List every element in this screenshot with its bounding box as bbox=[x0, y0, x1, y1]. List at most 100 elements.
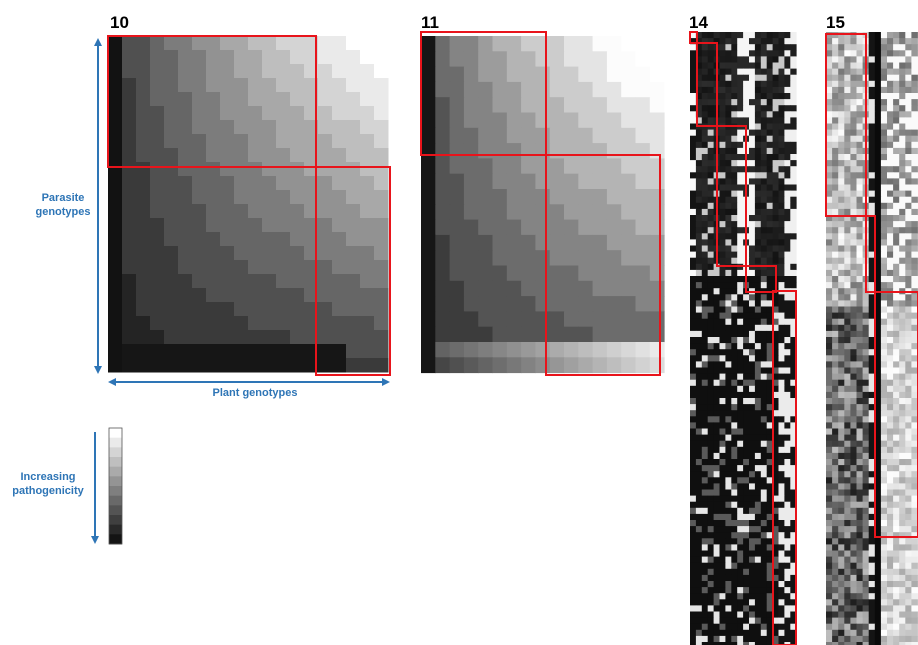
matrix-cell bbox=[911, 208, 918, 216]
matrix-cell bbox=[743, 385, 750, 393]
matrix-cell bbox=[844, 574, 851, 582]
matrix-cell bbox=[701, 593, 709, 600]
matrix-cell bbox=[262, 50, 277, 65]
matrix-cell bbox=[690, 501, 697, 509]
matrix-cell bbox=[318, 330, 333, 345]
matrix-cell bbox=[754, 507, 762, 515]
matrix-cell bbox=[832, 196, 839, 204]
matrix-cell bbox=[844, 324, 851, 332]
matrix-cell bbox=[760, 257, 768, 265]
matrix-cell bbox=[478, 326, 493, 343]
matrix-cell bbox=[754, 44, 762, 51]
matrix-cell bbox=[318, 288, 333, 303]
matrix-cell bbox=[690, 74, 697, 82]
matrix-cell bbox=[880, 538, 888, 545]
matrix-cell bbox=[850, 428, 857, 435]
matrix-cell bbox=[707, 587, 714, 594]
matrix-cell bbox=[621, 204, 636, 221]
matrix-cell bbox=[737, 477, 744, 484]
matrix-cell bbox=[868, 154, 876, 161]
matrix-cell bbox=[778, 239, 785, 246]
matrix-cell bbox=[136, 302, 151, 317]
legend-swatch bbox=[109, 486, 122, 497]
matrix-cell bbox=[108, 316, 123, 331]
matrix-cell bbox=[737, 263, 744, 271]
matrix-cell bbox=[850, 483, 857, 490]
matrix-cell bbox=[725, 501, 732, 509]
matrix-cell bbox=[784, 611, 791, 618]
matrix-cell bbox=[754, 574, 762, 582]
matrix-cell bbox=[754, 306, 762, 313]
matrix-cell bbox=[754, 105, 762, 112]
matrix-cell bbox=[707, 312, 714, 320]
matrix-cell bbox=[868, 330, 876, 338]
matrix-cell bbox=[899, 166, 906, 173]
matrix-cell bbox=[725, 422, 732, 429]
matrix-cell bbox=[695, 160, 703, 167]
matrix-cell bbox=[844, 282, 851, 289]
matrix-cell bbox=[731, 208, 738, 216]
matrix-cell bbox=[122, 218, 137, 233]
matrix-cell bbox=[790, 172, 797, 179]
matrix-cell bbox=[790, 202, 797, 210]
matrix-cell bbox=[743, 294, 750, 301]
matrix-cell bbox=[868, 635, 876, 643]
matrix-cell bbox=[695, 422, 703, 429]
matrix-cell bbox=[421, 311, 436, 328]
matrix-cell bbox=[725, 434, 732, 442]
matrix-cell bbox=[592, 189, 608, 205]
matrix-cell bbox=[719, 465, 726, 472]
matrix-cell bbox=[701, 135, 709, 143]
matrix-cell bbox=[332, 288, 347, 303]
matrix-cell bbox=[725, 318, 732, 326]
matrix-cell bbox=[899, 251, 906, 259]
matrix-cell bbox=[506, 97, 522, 113]
matrix-cell bbox=[360, 36, 375, 51]
matrix-cell bbox=[844, 251, 851, 259]
matrix-cell bbox=[832, 44, 839, 51]
matrix-cell bbox=[749, 68, 756, 76]
matrix-cell bbox=[772, 501, 779, 509]
matrix-cell bbox=[868, 160, 876, 167]
matrix-cell bbox=[743, 501, 750, 509]
matrix-cell bbox=[862, 391, 870, 399]
matrix-cell bbox=[778, 282, 785, 289]
matrix-cell bbox=[737, 343, 744, 350]
matrix-cell bbox=[360, 288, 375, 303]
matrix-cell bbox=[690, 208, 697, 216]
matrix-cell bbox=[535, 311, 551, 328]
matrix-cell bbox=[887, 611, 894, 618]
matrix-cell bbox=[905, 147, 912, 155]
matrix-cell bbox=[893, 611, 900, 618]
matrix-cell bbox=[778, 593, 785, 600]
matrix-cell bbox=[826, 373, 833, 381]
matrix-cell bbox=[850, 105, 857, 112]
matrix-cell bbox=[772, 568, 779, 576]
matrix-cell bbox=[850, 532, 857, 539]
matrix-cell bbox=[790, 50, 797, 57]
matrix-cell bbox=[832, 550, 839, 557]
matrix-cell bbox=[778, 74, 785, 82]
matrix-cell bbox=[164, 162, 179, 177]
matrix-cell bbox=[893, 318, 900, 326]
matrix-cell bbox=[731, 446, 738, 454]
matrix-cell bbox=[832, 141, 839, 149]
matrix-cell bbox=[850, 202, 857, 210]
matrix-cell bbox=[887, 550, 894, 557]
matrix-cell bbox=[899, 257, 906, 265]
matrix-cell bbox=[790, 574, 797, 582]
matrix-cell bbox=[719, 568, 726, 576]
matrix-cell bbox=[899, 44, 906, 51]
matrix-cell bbox=[856, 459, 863, 466]
matrix-cell bbox=[911, 233, 918, 240]
matrix-cell bbox=[887, 635, 894, 643]
matrix-cell bbox=[880, 483, 888, 490]
matrix-cell bbox=[868, 178, 876, 185]
matrix-cell bbox=[784, 623, 791, 631]
matrix-cell bbox=[136, 106, 151, 121]
matrix-cell bbox=[690, 404, 697, 411]
matrix-cell bbox=[521, 81, 536, 98]
matrix-cell bbox=[690, 38, 697, 45]
matrix-cell bbox=[760, 215, 768, 222]
matrix-cell bbox=[760, 422, 768, 429]
